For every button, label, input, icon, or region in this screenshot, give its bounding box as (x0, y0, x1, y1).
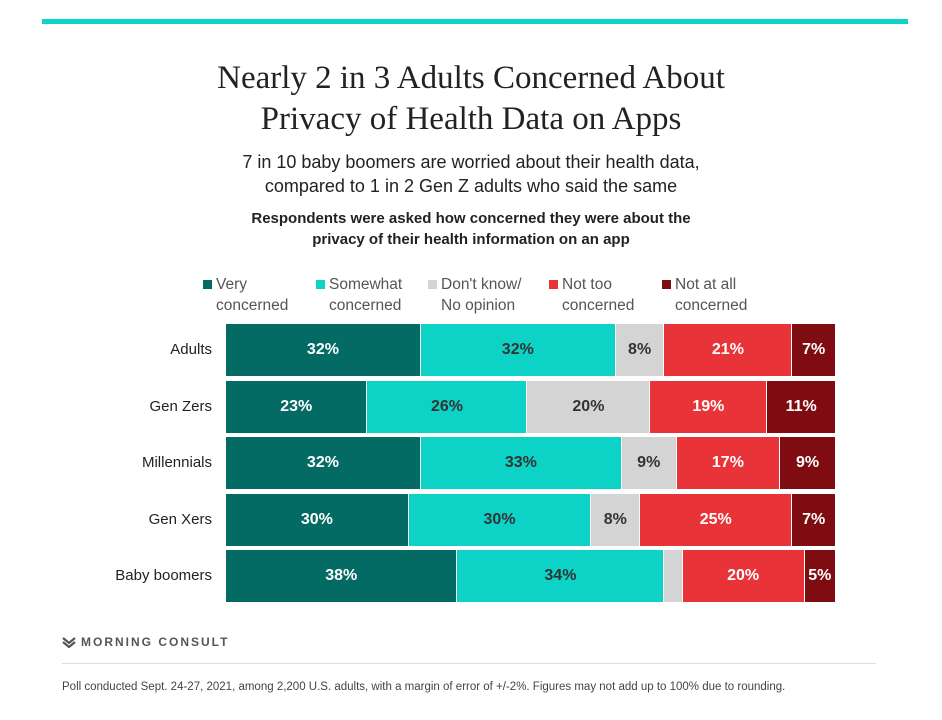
data-label: 11% (785, 398, 817, 415)
bar-segment: 17% (676, 437, 781, 489)
legend-item: Very concerned (203, 274, 288, 316)
bar-segment: 32% (420, 324, 616, 376)
category-label: Millennials (141, 454, 212, 471)
data-label: 30% (300, 511, 333, 528)
category-label: Gen Zers (149, 398, 212, 415)
legend-swatch (316, 280, 325, 289)
legend-swatch (549, 280, 558, 289)
data-label: 32% (306, 454, 339, 471)
data-label: 23% (280, 398, 313, 415)
legend-label: concerned (216, 297, 289, 314)
bar-segment: 8% (615, 324, 665, 376)
bar-segment: 32% (226, 324, 421, 376)
legend-item: Not too concerned (549, 274, 634, 316)
data-label: 26% (430, 398, 463, 415)
data-label: 7% (802, 341, 826, 358)
bar-segment: 8% (591, 494, 641, 546)
legend-label: concerned (329, 297, 402, 314)
legend-label: concerned (675, 297, 748, 314)
bar-segment: 21% (664, 324, 793, 376)
legend-label: Not at all (675, 276, 737, 293)
legend-swatch (662, 280, 671, 289)
data-label: 30% (483, 511, 516, 528)
legend-item: Somewhat concerned (316, 274, 402, 316)
footnote: Poll conducted Sept. 24-27, 2021, among … (62, 681, 786, 693)
data-label: 33% (504, 454, 537, 471)
bar-segment: 9% (621, 437, 677, 489)
chart-question: Respondents were asked how concerned the… (251, 210, 691, 248)
bar-segment: 32% (226, 437, 421, 489)
legend-label: No opinion (441, 297, 516, 314)
category-label: Baby boomers (115, 567, 212, 584)
divider (62, 663, 876, 664)
data-label: 8% (628, 341, 652, 358)
accent-bar (42, 19, 908, 24)
bar-segment: 7% (792, 324, 835, 376)
chart-subtitle: 7 in 10 baby boomers are worried about t… (242, 152, 700, 196)
data-label: 7% (802, 511, 826, 528)
bar-segment: 25% (640, 494, 793, 546)
data-label: 20% (727, 567, 760, 584)
bar-segment: 20% (682, 550, 805, 602)
data-label: 9% (796, 454, 820, 471)
bar-segment: 38% (226, 550, 458, 602)
legend-item: Not at all concerned (662, 274, 747, 316)
data-label: 21% (711, 341, 744, 358)
data-label: 32% (306, 341, 339, 358)
chart-title: Nearly 2 in 3 Adults Concerned About Pri… (217, 60, 725, 137)
bar-segment: 30% (226, 494, 409, 546)
brand-name: MORNING CONSULT (81, 635, 230, 649)
legend-swatch (203, 280, 212, 289)
data-label: 20% (572, 398, 605, 415)
bar-segment: 19% (650, 381, 768, 433)
data-label: 32% (501, 341, 534, 358)
bar-segment: 7% (792, 494, 835, 546)
legend-label: Not too (562, 276, 612, 293)
legend-swatch (428, 280, 437, 289)
legend-item: Don't know/No opinion (428, 274, 522, 316)
morning-consult-logo-icon (62, 636, 76, 648)
data-label: 9% (637, 454, 661, 471)
legend-label: concerned (562, 297, 635, 314)
data-label: 19% (692, 398, 725, 415)
category-label: Gen Xers (148, 511, 212, 528)
bar-segment: 34% (457, 550, 665, 602)
bar-segment: 5% (804, 550, 835, 602)
data-label: 25% (699, 511, 732, 528)
bar-segment: 23% (226, 381, 368, 433)
category-label: Adults (170, 341, 212, 358)
bar-segment (664, 550, 683, 602)
data-label: 5% (808, 567, 832, 584)
brand-logo: MORNING CONSULT (62, 635, 229, 649)
data-label: 8% (603, 511, 627, 528)
bar-segment: 26% (367, 381, 528, 433)
bar-segment: 30% (408, 494, 592, 546)
bar-segment: 9% (780, 437, 835, 489)
legend-label: Don't know/ (441, 276, 522, 293)
data-label: 34% (544, 567, 577, 584)
bar-segment: 11% (767, 381, 835, 433)
data-label: 17% (711, 454, 744, 471)
legend-label: Very (216, 276, 248, 293)
bar-segment: 33% (420, 437, 622, 489)
bar-segment: 20% (527, 381, 651, 433)
data-label: 38% (325, 567, 358, 584)
legend-label: Somewhat (329, 276, 403, 293)
